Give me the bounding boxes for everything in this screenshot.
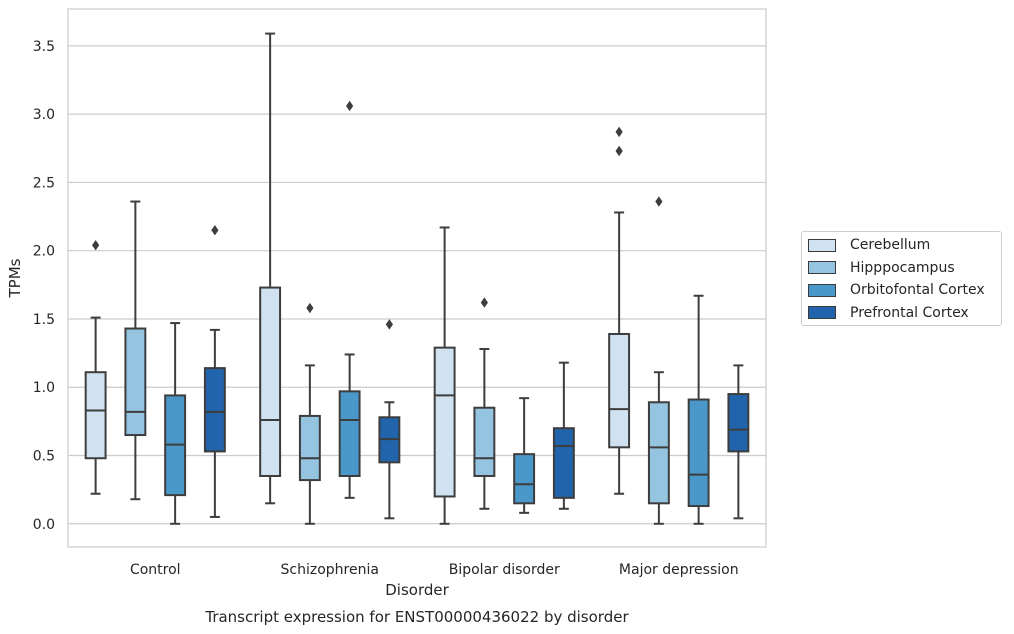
box-orbitofontal-cortex — [338, 100, 361, 499]
box-orbitofontal-cortex — [513, 397, 536, 514]
box-hipppocampus — [124, 200, 147, 501]
outlier-point — [655, 196, 663, 207]
box-body — [687, 398, 710, 508]
y-tick-label: 3.0 — [33, 107, 55, 123]
legend-swatch — [808, 261, 836, 274]
legend-item-prefrontal-cortex: Prefrontal Cortex — [808, 302, 969, 324]
box-prefrontal-cortex — [552, 361, 575, 510]
box-cerebellum — [433, 226, 456, 525]
box-body — [647, 401, 670, 505]
box-cerebellum — [259, 32, 282, 505]
plot-frame — [67, 8, 767, 548]
box-cerebellum — [84, 240, 107, 495]
y-tick-label: 0.5 — [33, 449, 55, 465]
box-prefrontal-cortex — [203, 225, 226, 518]
box-body — [84, 371, 107, 460]
y-tick-label: 1.5 — [33, 312, 55, 328]
box-orbitofontal-cortex — [164, 322, 187, 525]
y-tick-label: 2.0 — [33, 244, 55, 260]
legend-item-hippocampus: Hipppocampus — [808, 257, 955, 279]
legend: Cerebellum Hipppocampus Orbitofontal Cor… — [801, 231, 1002, 326]
y-tick-label: 0.0 — [33, 517, 55, 533]
box-hipppocampus — [298, 302, 321, 525]
x-tick-label: Bipolar disorder — [449, 562, 560, 578]
box-body — [473, 406, 496, 477]
legend-label: Prefrontal Cortex — [850, 304, 969, 321]
box-hipppocampus — [647, 196, 670, 525]
box-body — [298, 414, 321, 482]
box-prefrontal-cortex — [378, 319, 401, 520]
x-tick-label: Major depression — [619, 562, 739, 578]
box-body — [259, 286, 282, 477]
box-orbitofontal-cortex — [687, 294, 710, 525]
y-tick-label: 1.0 — [33, 380, 55, 396]
box-body — [552, 427, 575, 499]
box-layer — [84, 32, 750, 525]
y-tick-label: 2.5 — [33, 175, 55, 191]
legend-label: Hipppocampus — [850, 259, 955, 276]
legend-swatch — [808, 306, 836, 319]
box-body — [124, 327, 147, 437]
legend-swatch — [808, 283, 836, 297]
box-prefrontal-cortex — [727, 364, 750, 520]
y-tick-labels: 0.0 0.5 1.0 1.5 2.0 2.5 3.0 3.5 — [33, 39, 55, 533]
legend-label: Cerebellum — [850, 237, 931, 253]
outlier-point — [346, 100, 354, 112]
box-body — [433, 346, 456, 498]
x-tick-labels: Control Schizophrenia Bipolar disorder Majo… — [130, 562, 739, 578]
outlier-point — [211, 225, 219, 236]
box-body — [727, 393, 750, 453]
outlier-point — [385, 319, 393, 330]
y-tick-label: 3.5 — [33, 39, 55, 55]
box-body — [203, 367, 226, 453]
legend-swatch — [808, 238, 836, 252]
box-body — [338, 390, 361, 477]
x-tick-label: Schizophrenia — [281, 562, 379, 578]
outlier-point — [92, 240, 100, 251]
chart-caption: Transcript expression for ENST0000043602… — [204, 608, 629, 626]
y-axis-label: TPMs — [6, 258, 24, 298]
legend-item-orbitofrontal-cortex: Orbitofontal Cortex — [808, 279, 985, 301]
legend-item-cerebellum: Cerebellum — [808, 234, 930, 256]
box-body — [608, 332, 631, 449]
x-axis-label: Disorder — [385, 581, 449, 599]
box-body — [513, 453, 536, 505]
outlier-point — [306, 302, 314, 314]
box-cerebellum — [608, 126, 631, 495]
legend-label: Orbitofontal Cortex — [850, 282, 985, 298]
outlier-point — [615, 126, 623, 138]
box-hipppocampus — [473, 297, 496, 510]
outlier-point — [615, 145, 623, 157]
outlier-point — [480, 297, 488, 308]
x-tick-label: Control — [130, 562, 181, 578]
